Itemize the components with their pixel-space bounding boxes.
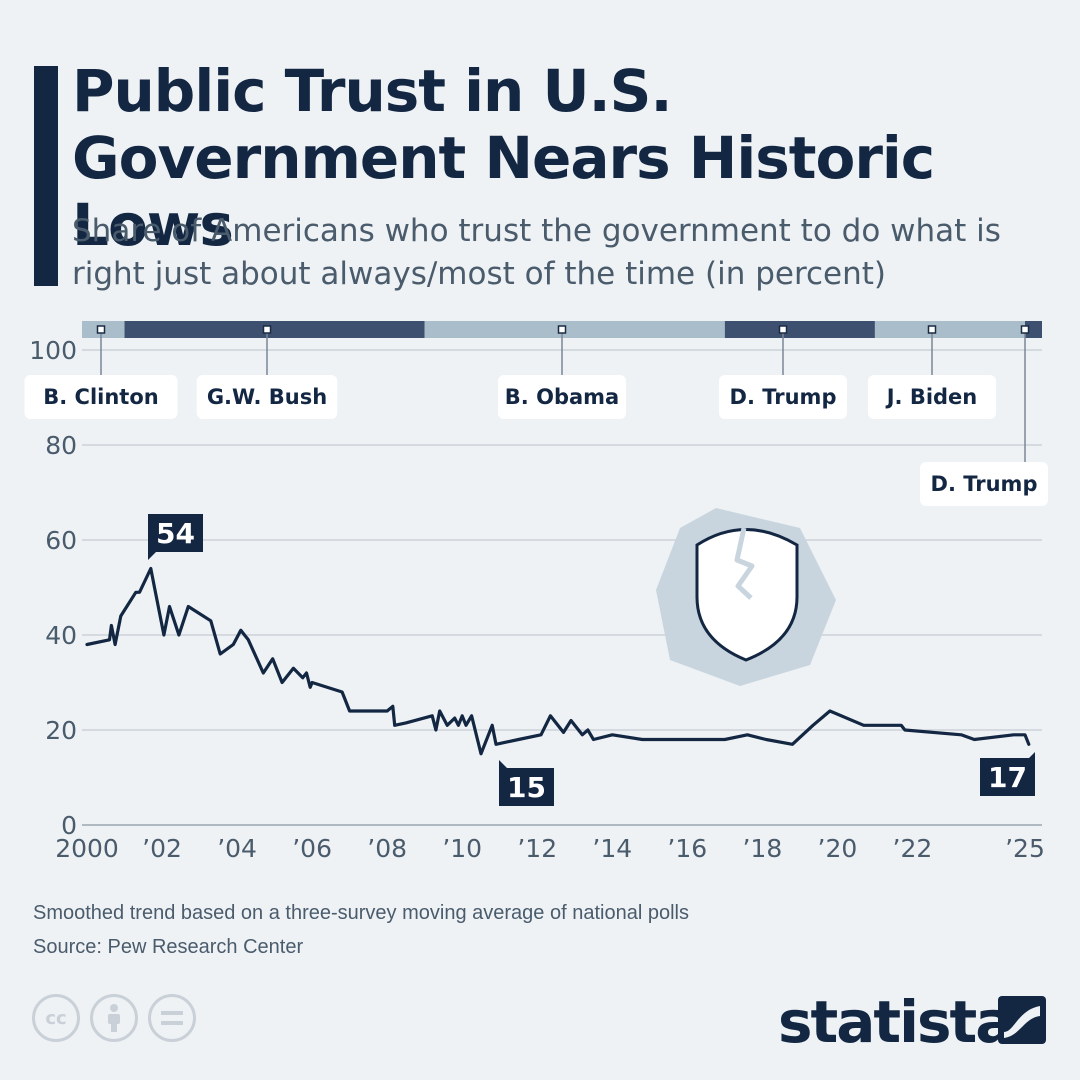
x-tick-label: ’20 bbox=[818, 834, 858, 863]
data-label: 54 bbox=[156, 517, 195, 550]
x-tick-label: 2000 bbox=[55, 834, 119, 863]
y-tick-label: 40 bbox=[45, 621, 77, 650]
presidency-marker bbox=[778, 325, 788, 334]
presidency-marker bbox=[1020, 325, 1030, 334]
cc-icon[interactable]: cc bbox=[32, 994, 80, 1042]
presidency-marker bbox=[262, 325, 272, 334]
x-tick-label: ’12 bbox=[517, 834, 557, 863]
presidency-segment bbox=[724, 321, 875, 338]
y-tick-label: 100 bbox=[29, 336, 77, 365]
presidency-segment bbox=[124, 321, 425, 338]
chart-source: Source: Pew Research Center bbox=[33, 936, 304, 958]
x-tick-label: ’10 bbox=[442, 834, 482, 863]
line-chart: 0 20 40 60 80 100 2000 ’02 ’04 ’06 ’08 ’10 ’12 ’14 ’16… bbox=[24, 321, 1048, 863]
statista-logo[interactable]: statista bbox=[778, 988, 1014, 1056]
data-label-callout bbox=[148, 514, 203, 560]
y-tick-label: 0 bbox=[61, 811, 77, 840]
presidency-label-box bbox=[498, 375, 626, 419]
y-tick-label: 80 bbox=[45, 431, 77, 460]
x-tick-label: ’06 bbox=[292, 834, 332, 863]
presidency-label-box bbox=[868, 375, 996, 419]
attribution-icon[interactable] bbox=[90, 994, 138, 1042]
x-tick-label: ’08 bbox=[367, 834, 407, 863]
x-tick-label: ’14 bbox=[592, 834, 632, 863]
presidency-marker bbox=[557, 325, 567, 334]
presidency-label-box bbox=[196, 375, 338, 419]
data-label: 17 bbox=[988, 761, 1027, 794]
x-tick-label: ’22 bbox=[893, 834, 933, 863]
license-icons: cc bbox=[32, 994, 196, 1042]
presidency-label-box bbox=[920, 462, 1048, 506]
x-tick-label: ’16 bbox=[667, 834, 707, 863]
trust-series-line bbox=[85, 566, 1031, 756]
presidency-marker bbox=[96, 325, 106, 334]
presidency-label-box bbox=[719, 375, 847, 419]
chart-title: Public Trust in U.S. Government Nears Hi… bbox=[72, 57, 935, 259]
data-label-callout bbox=[980, 752, 1035, 796]
presidency-marker bbox=[927, 325, 937, 334]
x-tick-label: ’02 bbox=[142, 834, 182, 863]
chart-subtitle: Share of Americans who trust the governm… bbox=[72, 213, 1001, 292]
statista-logo-mark bbox=[998, 996, 1046, 1044]
presidency-label: B. Obama bbox=[505, 385, 619, 409]
presidency-label: J. Biden bbox=[885, 385, 978, 409]
y-tick-label: 20 bbox=[45, 716, 77, 745]
presidency-label: D. Trump bbox=[931, 472, 1038, 496]
data-label-callout bbox=[499, 760, 554, 806]
presidency-segment bbox=[424, 321, 725, 338]
chart-footnote: Smoothed trend based on a three-survey m… bbox=[33, 902, 689, 924]
presidency-label: D. Trump bbox=[730, 385, 837, 409]
x-tick-label: ’25 bbox=[1005, 834, 1045, 863]
x-tick-label: ’04 bbox=[217, 834, 257, 863]
broken-shield-icon bbox=[656, 508, 836, 686]
data-label: 15 bbox=[507, 771, 546, 804]
title-accent-bar bbox=[34, 66, 58, 286]
no-derivatives-icon[interactable] bbox=[148, 994, 196, 1042]
presidency-label-box bbox=[24, 375, 178, 419]
x-tick-label: ’18 bbox=[742, 834, 782, 863]
presidency-label: B. Clinton bbox=[43, 385, 158, 409]
presidency-label: G.W. Bush bbox=[207, 385, 327, 409]
shield-crack bbox=[734, 527, 755, 600]
presidency-segment bbox=[874, 321, 1025, 338]
y-tick-label: 60 bbox=[45, 526, 77, 555]
